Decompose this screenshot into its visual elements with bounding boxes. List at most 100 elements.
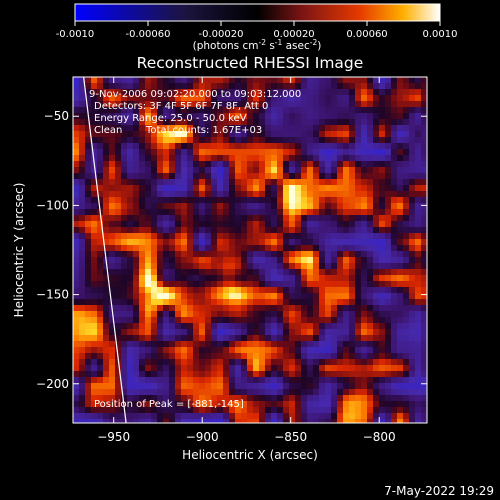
heatmap-cell: [145, 341, 152, 348]
heatmap-cell: [211, 305, 218, 312]
heatmap-cell: [199, 383, 206, 390]
heatmap-cell: [151, 137, 158, 144]
heatmap-cell: [367, 203, 374, 210]
heatmap-cell: [415, 185, 422, 192]
heatmap-cell: [175, 389, 182, 396]
heatmap-cell: [247, 179, 254, 186]
heatmap-cell: [301, 215, 308, 222]
heatmap-cell: [151, 257, 158, 264]
heatmap-cell: [391, 395, 398, 402]
heatmap-cell: [187, 203, 194, 210]
heatmap-cell: [337, 107, 344, 114]
heatmap-cell: [379, 203, 386, 210]
heatmap-cell: [133, 401, 140, 408]
heatmap-cell: [145, 95, 152, 102]
heatmap-cell: [367, 107, 374, 114]
heatmap-cell: [199, 395, 206, 402]
heatmap-cell: [343, 287, 350, 294]
heatmap-cell: [79, 251, 86, 258]
heatmap-cell: [325, 347, 332, 354]
heatmap-cell: [349, 161, 356, 168]
heatmap-cell: [157, 371, 164, 378]
heatmap-cell: [103, 293, 110, 300]
heatmap-cell: [307, 107, 314, 114]
heatmap-cell: [307, 215, 314, 222]
heatmap-cell: [157, 113, 164, 120]
heatmap-cell: [79, 161, 86, 168]
heatmap-cell: [301, 257, 308, 264]
heatmap-cell: [343, 251, 350, 258]
heatmap-cell: [343, 167, 350, 174]
heatmap-cell: [133, 389, 140, 396]
heatmap-cell: [415, 173, 422, 180]
heatmap-cell: [181, 371, 188, 378]
heatmap-cell: [337, 131, 344, 138]
heatmap-cell: [79, 305, 86, 312]
heatmap-cell: [265, 107, 272, 114]
heatmap-cell: [229, 281, 236, 288]
heatmap-cell: [271, 341, 278, 348]
heatmap-cell: [373, 203, 380, 210]
heatmap-cell: [157, 197, 164, 204]
heatmap-cell: [97, 323, 104, 330]
heatmap-cell: [415, 179, 422, 186]
heatmap-cell: [187, 311, 194, 318]
heatmap-cell: [295, 203, 302, 210]
heatmap-cell: [133, 365, 140, 372]
heatmap-cell: [157, 107, 164, 114]
heatmap-cell: [397, 275, 404, 282]
heatmap-cell: [169, 293, 176, 300]
heatmap-cell: [415, 281, 422, 288]
heatmap-cell: [223, 323, 230, 330]
heatmap-cell: [223, 311, 230, 318]
heatmap-cell: [139, 245, 146, 252]
heatmap-cell: [277, 215, 284, 222]
heatmap-cell: [127, 419, 134, 423]
heatmap-cell: [409, 329, 416, 336]
heatmap-cell: [301, 341, 308, 348]
heatmap-cell: [385, 275, 392, 282]
heatmap-cell: [397, 101, 404, 108]
heatmap-cell: [139, 317, 146, 324]
heatmap-cell: [199, 281, 206, 288]
heatmap-cell: [421, 269, 427, 276]
heatmap-cell: [397, 203, 404, 210]
heatmap-cell: [241, 341, 248, 348]
heatmap-cell: [175, 155, 182, 162]
heatmap-cell: [301, 143, 308, 150]
heatmap-cell: [301, 167, 308, 174]
heatmap-cell: [313, 371, 320, 378]
heatmap-cell: [355, 167, 362, 174]
heatmap-cell: [73, 377, 80, 384]
heatmap-cell: [103, 107, 110, 114]
heatmap-cell: [193, 185, 200, 192]
heatmap-cell: [415, 131, 422, 138]
heatmap-cell: [247, 329, 254, 336]
heatmap-cell: [211, 113, 218, 120]
heatmap-cell: [265, 305, 272, 312]
heatmap-cell: [325, 131, 332, 138]
heatmap-cell: [421, 257, 427, 264]
heatmap-cell: [391, 257, 398, 264]
heatmap-cell: [79, 221, 86, 228]
heatmap-cell: [385, 113, 392, 120]
heatmap-cell: [313, 347, 320, 354]
heatmap-cell: [241, 245, 248, 252]
heatmap-cell: [85, 221, 92, 228]
heatmap-cell: [157, 269, 164, 276]
heatmap-cell: [367, 167, 374, 174]
heatmap-cell: [265, 167, 272, 174]
heatmap-cell: [247, 167, 254, 174]
heatmap-cell: [187, 173, 194, 180]
heatmap-cell: [355, 113, 362, 120]
heatmap-cell: [253, 107, 260, 114]
heatmap-cell: [361, 239, 368, 246]
heatmap-cell: [403, 383, 410, 390]
heatmap-cell: [289, 263, 296, 270]
heatmap-cell: [163, 101, 170, 108]
heatmap-cell: [217, 197, 224, 204]
heatmap-cell: [253, 167, 260, 174]
heatmap-cell: [349, 173, 356, 180]
heatmap-cell: [373, 383, 380, 390]
heatmap-cell: [223, 191, 230, 198]
